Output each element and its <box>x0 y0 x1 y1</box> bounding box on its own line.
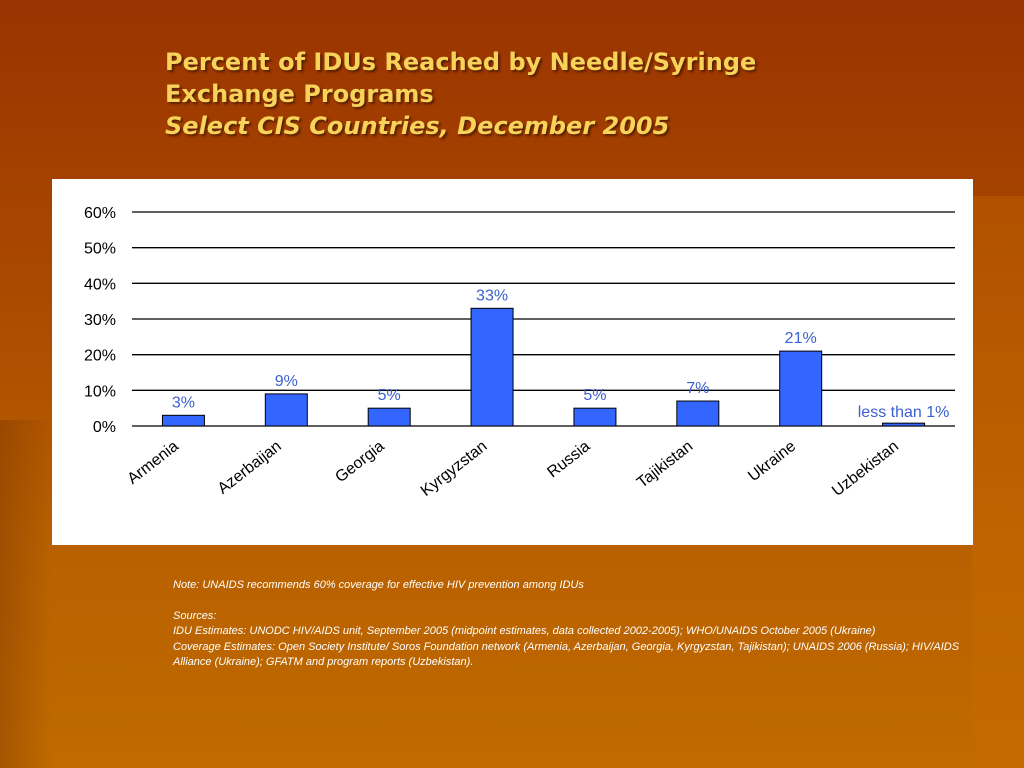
y-tick-label: 0% <box>93 419 116 436</box>
x-tick-label: Armenia <box>124 438 181 488</box>
data-label: 5% <box>583 387 606 404</box>
slide-subtitle: Select CIS Countries, December 2005 <box>165 112 670 140</box>
note-text: Note: UNAIDS recommends 60% coverage for… <box>173 579 584 591</box>
y-tick-label: 20% <box>84 348 116 365</box>
y-tick-label: 50% <box>84 241 116 258</box>
y-tick-label: 40% <box>84 276 116 293</box>
data-label: 9% <box>275 373 298 390</box>
data-label: 3% <box>172 394 195 411</box>
title-line-1: Percent of IDUs Reached by Needle/Syring… <box>165 48 757 76</box>
bar <box>676 400 720 427</box>
background-shade <box>0 420 52 768</box>
y-tick-label: 30% <box>84 312 116 329</box>
x-tick-label: Russia <box>544 438 593 482</box>
data-label: 5% <box>378 387 401 404</box>
bar-chart: 0% 10% 20% 30% 40% 50% 60% 3% Armenia 9% Azerbaija… <box>84 205 955 500</box>
chart-panel: 0% 10% 20% 30% 40% 50% 60% 3% Armenia 9% Azerbaija… <box>52 179 973 545</box>
data-label: 21% <box>785 330 817 347</box>
y-tick-label: 10% <box>84 383 116 400</box>
bar <box>779 350 823 427</box>
y-tick-label: 60% <box>84 205 116 222</box>
background-panel <box>972 196 1024 768</box>
idu-estimates-source: IDU Estimates: UNODC HIV/AIDS unit, Sept… <box>173 625 876 637</box>
x-tick-label: Uzbekistan <box>829 438 902 500</box>
x-tick-label: Georgia <box>332 438 387 487</box>
x-tick-label: Kyrgyzstan <box>418 438 491 500</box>
coverage-estimates-source: Coverage Estimates: Open Society Institu… <box>173 640 960 669</box>
sources-heading: Sources: <box>173 609 217 622</box>
data-label: 7% <box>686 380 709 397</box>
bar <box>882 422 926 427</box>
data-label: 33% <box>476 287 508 304</box>
x-tick-label: Azerbaijan <box>215 438 285 498</box>
bar <box>367 407 411 427</box>
bar <box>573 407 617 427</box>
title-line-2: Exchange Programs <box>165 80 434 108</box>
x-tick-label: Ukraine <box>745 438 799 485</box>
notes-block: Note: UNAIDS recommends 60% coverage for… <box>173 578 963 671</box>
slide-title: Percent of IDUs Reached by Needle/Syring… <box>165 46 925 142</box>
bar <box>161 414 205 427</box>
bar <box>470 307 514 427</box>
data-label: less than 1% <box>858 404 950 421</box>
x-tick-label: Tajikistan <box>634 438 696 492</box>
bar <box>264 393 308 427</box>
